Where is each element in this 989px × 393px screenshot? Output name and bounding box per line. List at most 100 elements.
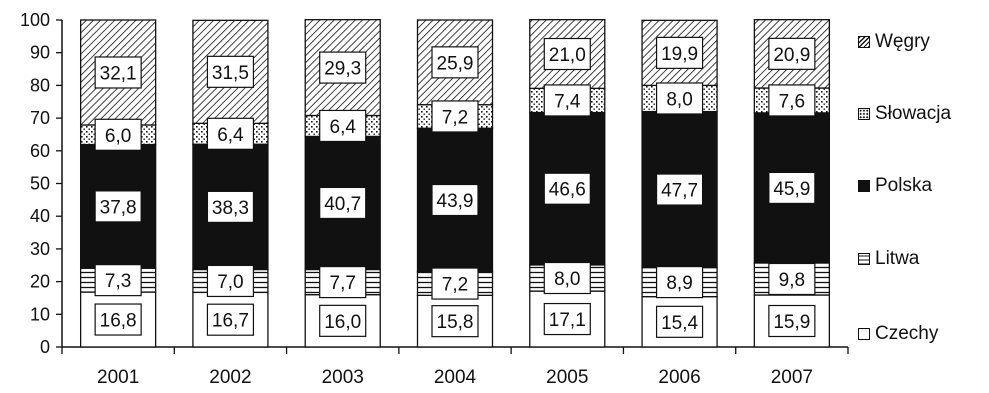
data-label-box: [94, 264, 142, 297]
data-label: 29,3: [324, 59, 361, 80]
data-label-box: [768, 84, 816, 117]
data-label-box: [768, 262, 816, 296]
legend-item-czechy: Czechy: [858, 321, 938, 347]
data-label-box: [319, 304, 367, 337]
bar-segment-węgry: [79, 19, 157, 126]
data-label: 6,4: [330, 117, 357, 138]
legend-swatch-blank: [858, 328, 870, 340]
data-label: 17,1: [549, 310, 586, 331]
y-tick-label: 70: [30, 108, 50, 128]
data-label-box: [655, 82, 704, 115]
data-label: 46,6: [549, 180, 586, 201]
data-label: 7,7: [330, 273, 356, 294]
data-label-box: [431, 305, 479, 338]
data-label: 43,9: [437, 191, 474, 212]
legend-item-litwa: Litwa: [858, 246, 919, 272]
legend-item-slowacja: Słowacja: [858, 101, 951, 127]
data-label-box: [94, 190, 142, 223]
data-label-box: [319, 186, 367, 220]
data-label-box: [94, 303, 142, 336]
data-label-box: [431, 183, 479, 217]
data-label: 15,8: [437, 312, 474, 333]
x-tick-label: 2005: [546, 367, 588, 388]
data-label-box: [543, 172, 591, 205]
data-label-box: [319, 265, 367, 299]
data-label: 16,0: [324, 312, 361, 333]
data-label-box: [768, 171, 816, 205]
x-tick-label: 2007: [771, 367, 813, 388]
x-tick-label: 2003: [322, 367, 364, 388]
x-tick-label: 2006: [658, 367, 700, 388]
data-label: 8,9: [666, 273, 692, 294]
data-label-box: [655, 305, 704, 338]
data-label-box: [768, 304, 816, 338]
data-label-box: [319, 109, 367, 143]
data-label: 20,9: [773, 45, 810, 66]
data-label: 15,4: [661, 313, 698, 334]
data-label: 19,9: [661, 44, 698, 65]
data-label: 6,0: [105, 126, 131, 147]
data-labels: 16,8 7,3 37,8 6,0 32,1 16,7 7,0 38,3 6,4 31,5 16,0…: [94, 36, 816, 338]
data-label-box: [94, 118, 142, 151]
data-label-box: [543, 37, 591, 71]
legend-label: Polska: [875, 175, 933, 196]
data-label: 8,0: [666, 89, 692, 110]
data-label: 16,8: [100, 311, 137, 332]
data-label: 47,7: [661, 181, 698, 202]
legend-label: Litwa: [875, 248, 920, 269]
data-label-box: [206, 117, 255, 150]
data-label-box: [206, 190, 255, 223]
y-tick-label: 20: [30, 272, 50, 292]
y-tick-label: 40: [30, 206, 50, 226]
data-label: 7,2: [442, 275, 468, 296]
x-tick-label: 2002: [209, 367, 251, 388]
legend-item-polska: Polska: [858, 173, 932, 199]
data-label: 38,3: [212, 198, 249, 219]
data-label-box: [206, 55, 255, 88]
data-label-box: [319, 51, 367, 84]
data-label-box: [655, 173, 704, 206]
data-label: 40,7: [324, 194, 361, 215]
y-tick-label: 80: [30, 75, 50, 95]
x-tick-label: 2004: [434, 367, 477, 388]
data-label: 9,8: [779, 270, 805, 291]
legend-swatch-dots: [858, 108, 870, 120]
chart-plot: 0 10 20 30 40 50 60 70 80 90 100 2001 2002 2003 2004 20…: [20, 10, 849, 388]
data-label: 16,7: [212, 311, 249, 332]
legend-swatch-diagonal-hatch: [858, 36, 870, 48]
y-tick-label: 60: [30, 141, 50, 161]
data-label: 21,0: [549, 45, 586, 66]
y-tick-label: 50: [30, 174, 50, 194]
data-label: 37,8: [100, 197, 137, 218]
y-tick-label: 90: [30, 43, 50, 63]
data-label-box: [768, 37, 816, 70]
data-label-box: [655, 265, 704, 299]
data-label: 8,0: [554, 269, 580, 290]
data-label: 7,6: [779, 91, 805, 112]
data-label: 6,4: [217, 125, 244, 146]
data-label-box: [431, 100, 479, 133]
data-label-box: [206, 264, 255, 298]
legend-swatch-horizontal-lines: [858, 253, 870, 265]
data-label: 7,0: [217, 272, 243, 293]
legend: Węgry Słowacja Polska Litwa Czechy: [858, 0, 989, 388]
data-label-box: [655, 36, 704, 69]
data-label: 7,3: [105, 271, 131, 292]
data-label-box: [94, 56, 142, 89]
legend-label: Czechy: [875, 323, 939, 344]
data-label: 7,4: [554, 91, 581, 112]
data-label: 7,2: [442, 107, 468, 128]
data-label: 31,5: [212, 63, 249, 84]
data-label: 32,1: [100, 63, 137, 84]
legend-label: Węgry: [875, 31, 930, 52]
data-label: 25,9: [437, 53, 474, 74]
legend-item-wegry: Węgry: [858, 29, 930, 55]
y-tick-label: 30: [30, 239, 50, 259]
x-tick-label: 2001: [97, 367, 139, 388]
legend-label: Słowacja: [875, 103, 952, 124]
data-label: 15,9: [773, 312, 810, 333]
data-label-box: [431, 46, 479, 79]
data-label-box: [543, 261, 591, 295]
y-tick-label: 0: [40, 337, 50, 357]
